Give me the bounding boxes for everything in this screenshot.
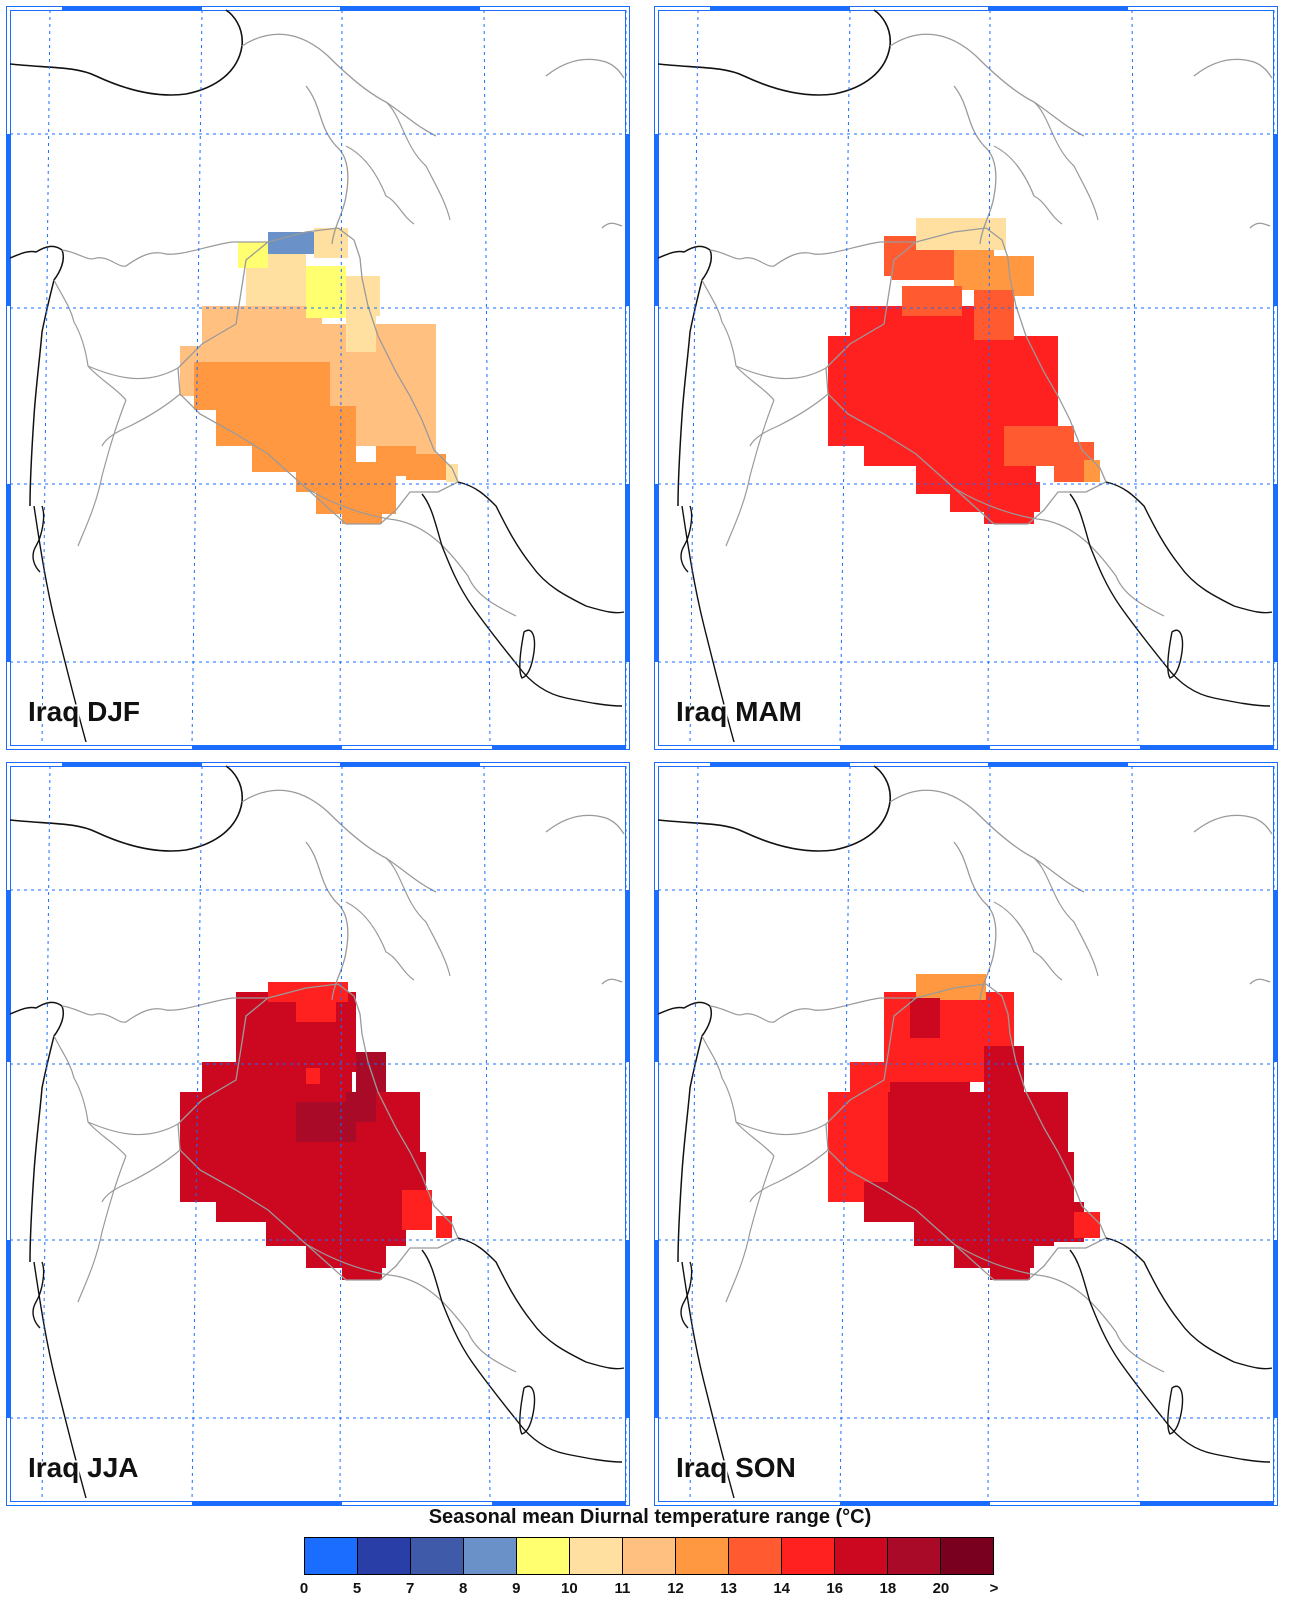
dtr-cell xyxy=(346,316,376,352)
dtr-cell xyxy=(194,362,330,410)
iraq-border xyxy=(177,227,459,525)
map-inner-frame xyxy=(658,10,1274,746)
dtr-cell xyxy=(954,250,994,290)
map-border-bars xyxy=(654,762,1278,1506)
dtr-cell xyxy=(984,1046,1024,1096)
coastlines xyxy=(657,9,1273,743)
dtr-cell xyxy=(306,266,346,318)
graticule xyxy=(658,765,1275,1503)
dtr-cell xyxy=(916,218,1006,250)
map-canvas-jja xyxy=(6,762,630,1506)
dtr-cell xyxy=(994,256,1034,296)
colorbar-swatch xyxy=(888,1538,941,1574)
map-border-bars xyxy=(654,6,1278,750)
colorbar-tick-label: 16 xyxy=(826,1580,844,1597)
map-border-bars xyxy=(6,762,630,1506)
dtr-cell xyxy=(314,228,348,258)
dtr-cell xyxy=(984,506,1034,524)
dtr-cell xyxy=(902,286,962,316)
colorbar-title: Seasonal mean Diurnal temperature range … xyxy=(428,1506,872,1528)
dtr-cell xyxy=(268,982,348,1002)
dtr-cell xyxy=(892,250,962,280)
panel-label-mam: Iraq MAM xyxy=(676,696,802,727)
map-panel-mam: Iraq MAM xyxy=(654,6,1278,750)
colorbar xyxy=(304,1537,994,1575)
panel-label-son: Iraq SON xyxy=(676,1452,796,1483)
colorbar-tick-label: 11 xyxy=(614,1580,631,1597)
dtr-grid-cells-son xyxy=(828,974,1100,1280)
dtr-cell xyxy=(436,1216,452,1238)
dtr-cell xyxy=(342,512,382,524)
colorbar-swatch xyxy=(305,1538,358,1574)
coastlines xyxy=(9,9,625,743)
map-canvas-mam xyxy=(654,6,1278,750)
dtr-cell xyxy=(974,290,1014,340)
colorbar-swatch xyxy=(782,1538,835,1574)
dtr-cell xyxy=(202,306,322,346)
dtr-cell xyxy=(306,1068,320,1084)
dtr-cell xyxy=(1084,460,1100,482)
dtr-cell xyxy=(402,1190,432,1230)
colorbar-swatch xyxy=(570,1538,623,1574)
colorbar-tick-label: 10 xyxy=(561,1580,578,1597)
dtr-cell xyxy=(446,464,458,482)
dtr-cell xyxy=(406,454,446,480)
coastlines xyxy=(9,765,625,1499)
graticule xyxy=(10,765,627,1503)
dtr-cell xyxy=(916,974,986,1000)
colorbar-swatch xyxy=(411,1538,464,1574)
colorbar-tick-label: 14 xyxy=(773,1580,791,1597)
colorbar-swatch xyxy=(729,1538,782,1574)
colorbar-ticks: 0 5 7 8 9 10 11 12 13 14 16 18 20 > xyxy=(300,1580,999,1602)
colorbar-swatch xyxy=(623,1538,676,1574)
colorbar-swatch xyxy=(676,1538,729,1574)
map-panel-djf: Iraq DJF xyxy=(6,6,630,750)
map-inner-frame xyxy=(10,10,626,746)
map-panel-son: Iraq SON xyxy=(654,762,1278,1506)
map-canvas-djf xyxy=(6,6,630,750)
colorbar-swatch xyxy=(464,1538,517,1574)
iraq-border xyxy=(177,983,459,1281)
map-border-bars xyxy=(6,6,630,750)
map-panel-jja: Iraq JJA xyxy=(6,762,630,1506)
dtr-cell xyxy=(342,1262,382,1280)
colorbar-tick-label: 5 xyxy=(352,1580,362,1597)
graticule xyxy=(10,9,627,747)
dtr-cell xyxy=(346,1092,376,1122)
dtr-grid-cells-djf xyxy=(180,228,458,524)
colorbar-tick-label: 8 xyxy=(459,1580,468,1597)
dtr-cell xyxy=(296,998,336,1022)
dtr-cell xyxy=(316,488,396,514)
colorbar-tick-label: > xyxy=(989,1580,999,1597)
dtr-cell xyxy=(850,1062,890,1092)
colorbar-swatch xyxy=(941,1538,993,1574)
dtr-cell xyxy=(268,232,314,254)
panel-label-jja: Iraq JJA xyxy=(28,1452,139,1483)
iraq-border xyxy=(825,227,1107,525)
colorbar-swatch xyxy=(835,1538,888,1574)
dtr-cell xyxy=(1074,1212,1100,1238)
colorbar-tick-label: 12 xyxy=(667,1580,684,1597)
map-canvas-son xyxy=(654,762,1278,1506)
colorbar-swatch xyxy=(358,1538,411,1574)
graticule xyxy=(658,9,1275,747)
map-inner-frame xyxy=(658,766,1274,1502)
panel-label-djf: Iraq DJF xyxy=(28,696,141,727)
dtr-cell xyxy=(990,1262,1030,1280)
dtr-cell xyxy=(910,998,940,1038)
colorbar-swatch xyxy=(517,1538,570,1574)
colorbar-tick-label: 9 xyxy=(512,1580,521,1597)
map-inner-frame xyxy=(10,766,626,1502)
iraq-border xyxy=(825,983,1107,1281)
dtr-grid-cells-mam xyxy=(828,218,1100,524)
coastlines xyxy=(657,765,1273,1499)
colorbar-tick-label: 20 xyxy=(932,1580,950,1597)
colorbar-tick-label: 0 xyxy=(299,1580,309,1597)
colorbar-tick-label: 18 xyxy=(879,1580,897,1597)
colorbar-tick-label: 13 xyxy=(720,1580,737,1597)
colorbar-tick-label: 7 xyxy=(405,1580,415,1597)
